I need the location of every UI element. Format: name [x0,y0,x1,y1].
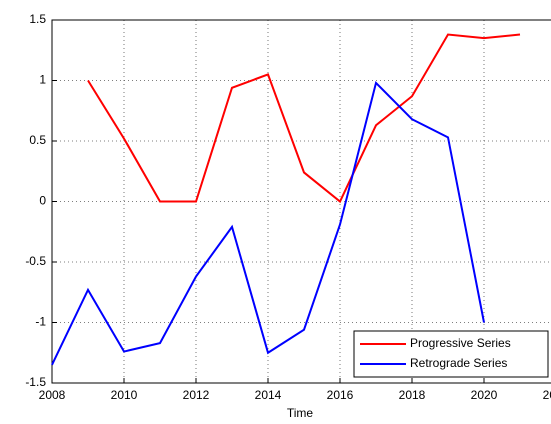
x-tick-label: 2020 [471,388,498,402]
axes-box [51,19,551,384]
x-axis-label: Time [287,406,314,420]
x-tick-label: 2010 [111,388,138,402]
y-tick-label: -1 [35,315,46,329]
x-tick-label: 2022 [543,388,551,402]
x-tick-label: 2008 [39,388,66,402]
legend-label: Progressive Series [410,336,511,350]
y-tick-label: -0.5 [25,254,46,268]
legend-label: Retrograde Series [410,356,507,370]
series-line [51,80,485,366]
y-tick-label: 0 [39,194,46,208]
x-tick-label: 2012 [183,388,210,402]
y-tick-label: 1.5 [29,12,46,26]
plot-area [52,20,551,383]
y-tick-label: 0.5 [29,133,46,147]
y-tick-label: -1.5 [25,375,46,389]
legend-box [353,330,549,378]
x-tick-label: 2016 [327,388,354,402]
y-tick-label: 1 [39,73,46,87]
legend: Progressive Series Retrograde Series [353,330,549,378]
series-line [87,33,521,204]
x-tick-label: 2014 [255,388,282,402]
x-tick-label: 2018 [399,388,426,402]
